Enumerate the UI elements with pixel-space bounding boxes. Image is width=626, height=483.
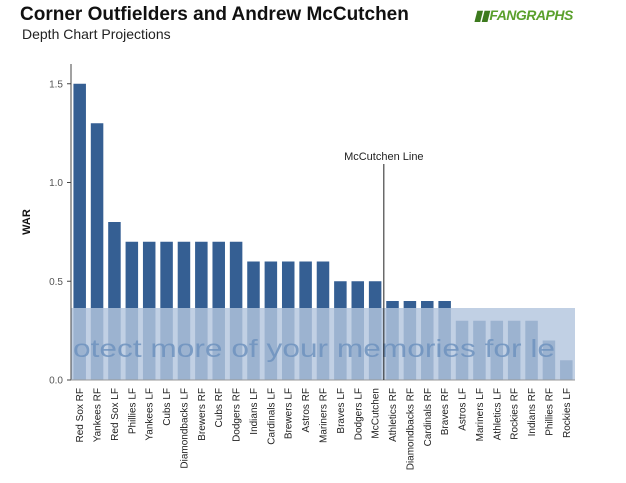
category-label: Cubs RF [214,388,225,427]
category-label: Diamondbacks RF [405,388,416,470]
category-label: Brewers RF [197,388,208,441]
chart-subtitle: Depth Chart Projections [22,26,171,42]
category-label: Cubs LF [162,388,173,426]
logo-text: FANGRAPHS [489,7,573,23]
category-label: Indians RF [527,388,538,436]
category-label: Yankees LF [145,388,156,441]
category-labels: Red Sox RF Yankees RF Red Sox LF Phillies L… [75,388,573,470]
category-label: Rockies LF [562,388,573,438]
category-label: Phillies RF [544,388,555,436]
y-tick-label: 0.0 [49,376,63,387]
category-label: Dodgers LF [353,388,364,440]
fangraphs-logo[interactable]: ▮▮FANGRAPHS [474,7,573,24]
category-label: Brewers LF [284,388,295,439]
annotation-group: McCutchen Line [344,151,424,380]
category-label: Dodgers RF [232,388,243,442]
watermark-overlay: otect more of your memories for le [71,308,575,380]
category-label: Braves LF [336,388,347,434]
y-tick-label: 0.5 [49,277,63,288]
category-label: Mariners LF [475,388,486,441]
axes-group: 0.0 0.5 1.0 1.5 WAR [21,64,575,387]
fangraphs-logo-icon: ▮▮ [474,7,489,23]
category-label: Cardinals LF [266,388,277,445]
category-label: McCutchen [371,388,382,439]
category-label: Athletics LF [492,388,503,440]
category-label: Red Sox LF [110,388,121,441]
annotation-label: McCutchen Line [344,151,424,163]
y-tick-label: 1.0 [49,178,63,189]
category-label: Indians LF [249,388,260,435]
category-label: Red Sox RF [75,388,86,442]
category-label: Rockies RF [510,388,521,440]
watermark-text: otect more of your memories for le [73,335,555,363]
y-axis-label: WAR [21,209,33,235]
chart-title: Corner Outfielders and Andrew McCutchen [20,4,409,25]
category-label: Cardinals RF [423,388,434,446]
category-label: Athletics RF [388,388,399,442]
category-label: Astros LF [458,388,469,431]
y-tick-label: 1.5 [49,79,63,90]
category-label: Phillies LF [127,388,138,434]
category-label: Astros RF [301,388,312,432]
category-label: Braves RF [440,388,451,435]
watermark-band [71,308,575,380]
bar [73,83,86,380]
category-label: Diamondbacks LF [179,388,190,469]
category-label: Mariners RF [319,388,330,443]
category-label: Yankees RF [93,388,104,442]
